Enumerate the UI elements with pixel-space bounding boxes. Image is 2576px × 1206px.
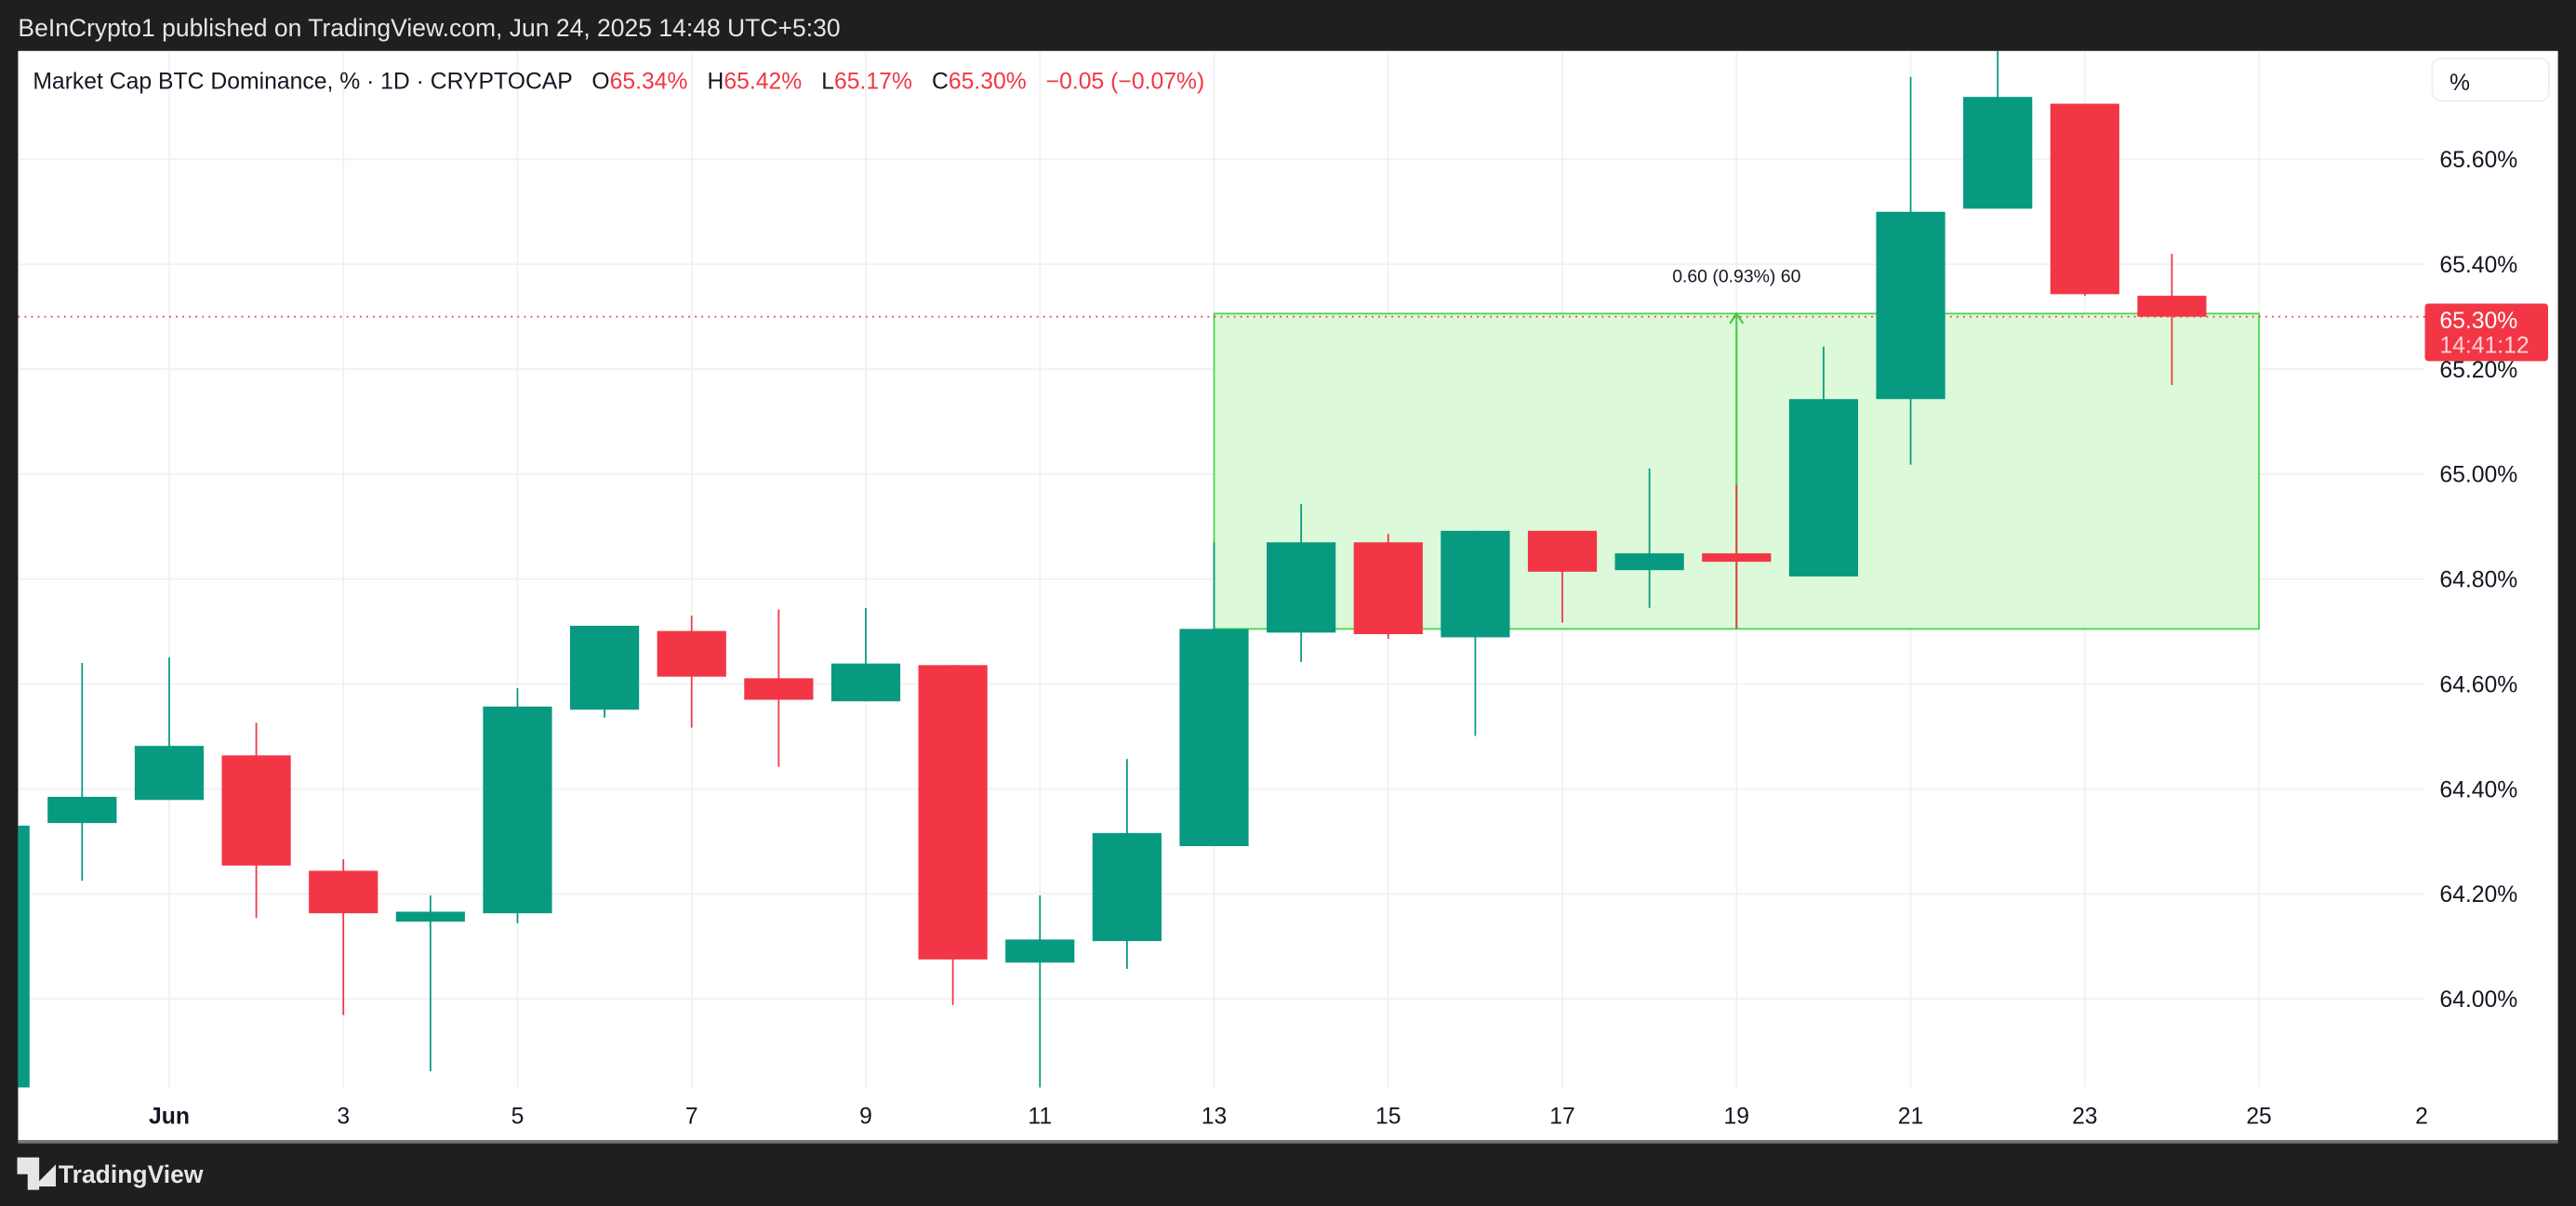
time-tick-label: 23 xyxy=(2072,1104,2098,1129)
time-tick-label: 7 xyxy=(685,1104,698,1129)
candle-body xyxy=(1702,553,1772,563)
bullish-candle xyxy=(1441,530,1510,736)
candle-body xyxy=(395,911,465,922)
candle-body xyxy=(2137,296,2207,317)
candle-body xyxy=(570,625,640,710)
open-label: O xyxy=(591,67,610,94)
bullish-candle xyxy=(47,663,117,881)
bearish-candle xyxy=(1702,484,1772,630)
price-tick-label: 64.60% xyxy=(2439,672,2517,697)
candle-body xyxy=(1441,530,1510,638)
candle-body xyxy=(1179,629,1249,846)
candle-body xyxy=(1876,211,1945,400)
low-label: L xyxy=(821,67,835,94)
candle-body xyxy=(1963,97,2033,209)
time-tick-label: 17 xyxy=(1549,1104,1575,1129)
candle-body xyxy=(657,630,726,677)
time-tick-label: 25 xyxy=(2246,1104,2272,1129)
change-value: −0.05 (−0.07%) xyxy=(1045,67,1205,94)
bearish-candle xyxy=(2050,103,2119,297)
bullish-candle xyxy=(830,607,901,702)
bullish-candle xyxy=(1005,895,1075,1088)
candle-body xyxy=(1267,542,1336,633)
close-label: C xyxy=(931,67,949,94)
bearish-candle xyxy=(2137,253,2207,385)
candle-body xyxy=(918,665,988,960)
bearish-candle xyxy=(744,609,814,767)
bar-countdown-label: 14:41:12 xyxy=(2439,334,2529,359)
bullish-candle xyxy=(1092,759,1162,970)
bullish-candle xyxy=(1788,346,1859,576)
candle-body xyxy=(1353,542,1423,635)
symbol-title[interactable]: Market Cap BTC Dominance, % · 1D · CRYPT… xyxy=(33,67,573,94)
bullish-candle xyxy=(1179,542,1249,846)
candle-body xyxy=(2050,103,2119,295)
candle-body xyxy=(1092,832,1162,942)
bullish-candle xyxy=(1614,468,1684,608)
candle-body xyxy=(309,870,378,914)
candle-body xyxy=(744,678,814,700)
tradingview-logo[interactable]: ▜◢ TradingView xyxy=(18,1158,203,1190)
candle-body xyxy=(18,825,30,1088)
time-tick-label: 13 xyxy=(1202,1104,1228,1129)
price-tick-label: 65.40% xyxy=(2439,253,2517,278)
time-tick-label: 3 xyxy=(337,1104,350,1129)
high-value: 65.42% xyxy=(724,67,803,94)
bullish-candle xyxy=(483,688,552,923)
time-tick-label: 15 xyxy=(1375,1104,1401,1129)
bullish-candle xyxy=(134,656,205,801)
symbol-legend: Market Cap BTC Dominance, % · 1D · CRYPT… xyxy=(33,67,1204,93)
price-tick-label: 64.40% xyxy=(2439,777,2517,802)
bearish-candle xyxy=(657,616,726,728)
bearish-candle xyxy=(309,859,378,1015)
time-tick-label: 5 xyxy=(511,1104,524,1129)
bullish-candle xyxy=(1876,76,1945,465)
bullish-candle xyxy=(1963,50,2033,209)
bullish-candle xyxy=(395,895,465,1072)
current-price-badge xyxy=(2424,303,2548,362)
time-tick-label: 2 xyxy=(2415,1104,2428,1129)
time-tick-label: 21 xyxy=(1898,1104,1924,1129)
candle-body xyxy=(1527,530,1598,572)
bearish-candle xyxy=(918,665,988,1005)
candle-body xyxy=(483,706,552,914)
time-tick-label: 11 xyxy=(1028,1104,1052,1129)
price-tick-label: 65.20% xyxy=(2439,358,2517,383)
low-value: 65.17% xyxy=(834,67,912,94)
candle-body xyxy=(134,746,205,801)
price-tick-label: 65.00% xyxy=(2439,463,2517,488)
bearish-candle xyxy=(1527,530,1598,623)
time-tick-label: 9 xyxy=(859,1104,872,1129)
candle-body xyxy=(47,796,117,824)
bearish-candle xyxy=(221,722,291,919)
candle-body xyxy=(830,663,901,702)
price-tick-label: 65.60% xyxy=(2439,148,2517,173)
candle-body xyxy=(1614,553,1684,571)
price-tick-label: 64.80% xyxy=(2439,568,2517,593)
bullish-candle xyxy=(18,825,30,1088)
candle-body xyxy=(1005,939,1075,963)
range-measure-label: 0.60 (0.93%) 60 xyxy=(1672,267,1800,287)
open-value: 65.34% xyxy=(609,67,688,94)
time-tick-label: Jun xyxy=(149,1104,190,1129)
close-value: 65.30% xyxy=(948,67,1027,94)
time-tick-label: 19 xyxy=(1724,1104,1750,1129)
range-arrow-head xyxy=(1729,311,1745,325)
current-price-label: 65.30% xyxy=(2439,309,2517,334)
candle-body xyxy=(221,755,291,866)
unit-button[interactable]: % xyxy=(2431,57,2550,102)
price-tick-label: 64.20% xyxy=(2439,882,2517,908)
bearish-candle xyxy=(1353,534,1423,640)
plot-area xyxy=(18,50,2425,1088)
tradingview-logo-icon: ▜◢ xyxy=(18,1160,55,1190)
publish-info: BeInCrypto1 published on TradingView.com… xyxy=(18,14,841,43)
bullish-candle xyxy=(570,625,640,718)
price-tick-label: 64.00% xyxy=(2439,987,2517,1013)
brand-label: TradingView xyxy=(58,1160,204,1189)
bullish-candle xyxy=(1267,504,1336,662)
candle-body xyxy=(1788,399,1859,576)
high-label: H xyxy=(707,67,724,94)
